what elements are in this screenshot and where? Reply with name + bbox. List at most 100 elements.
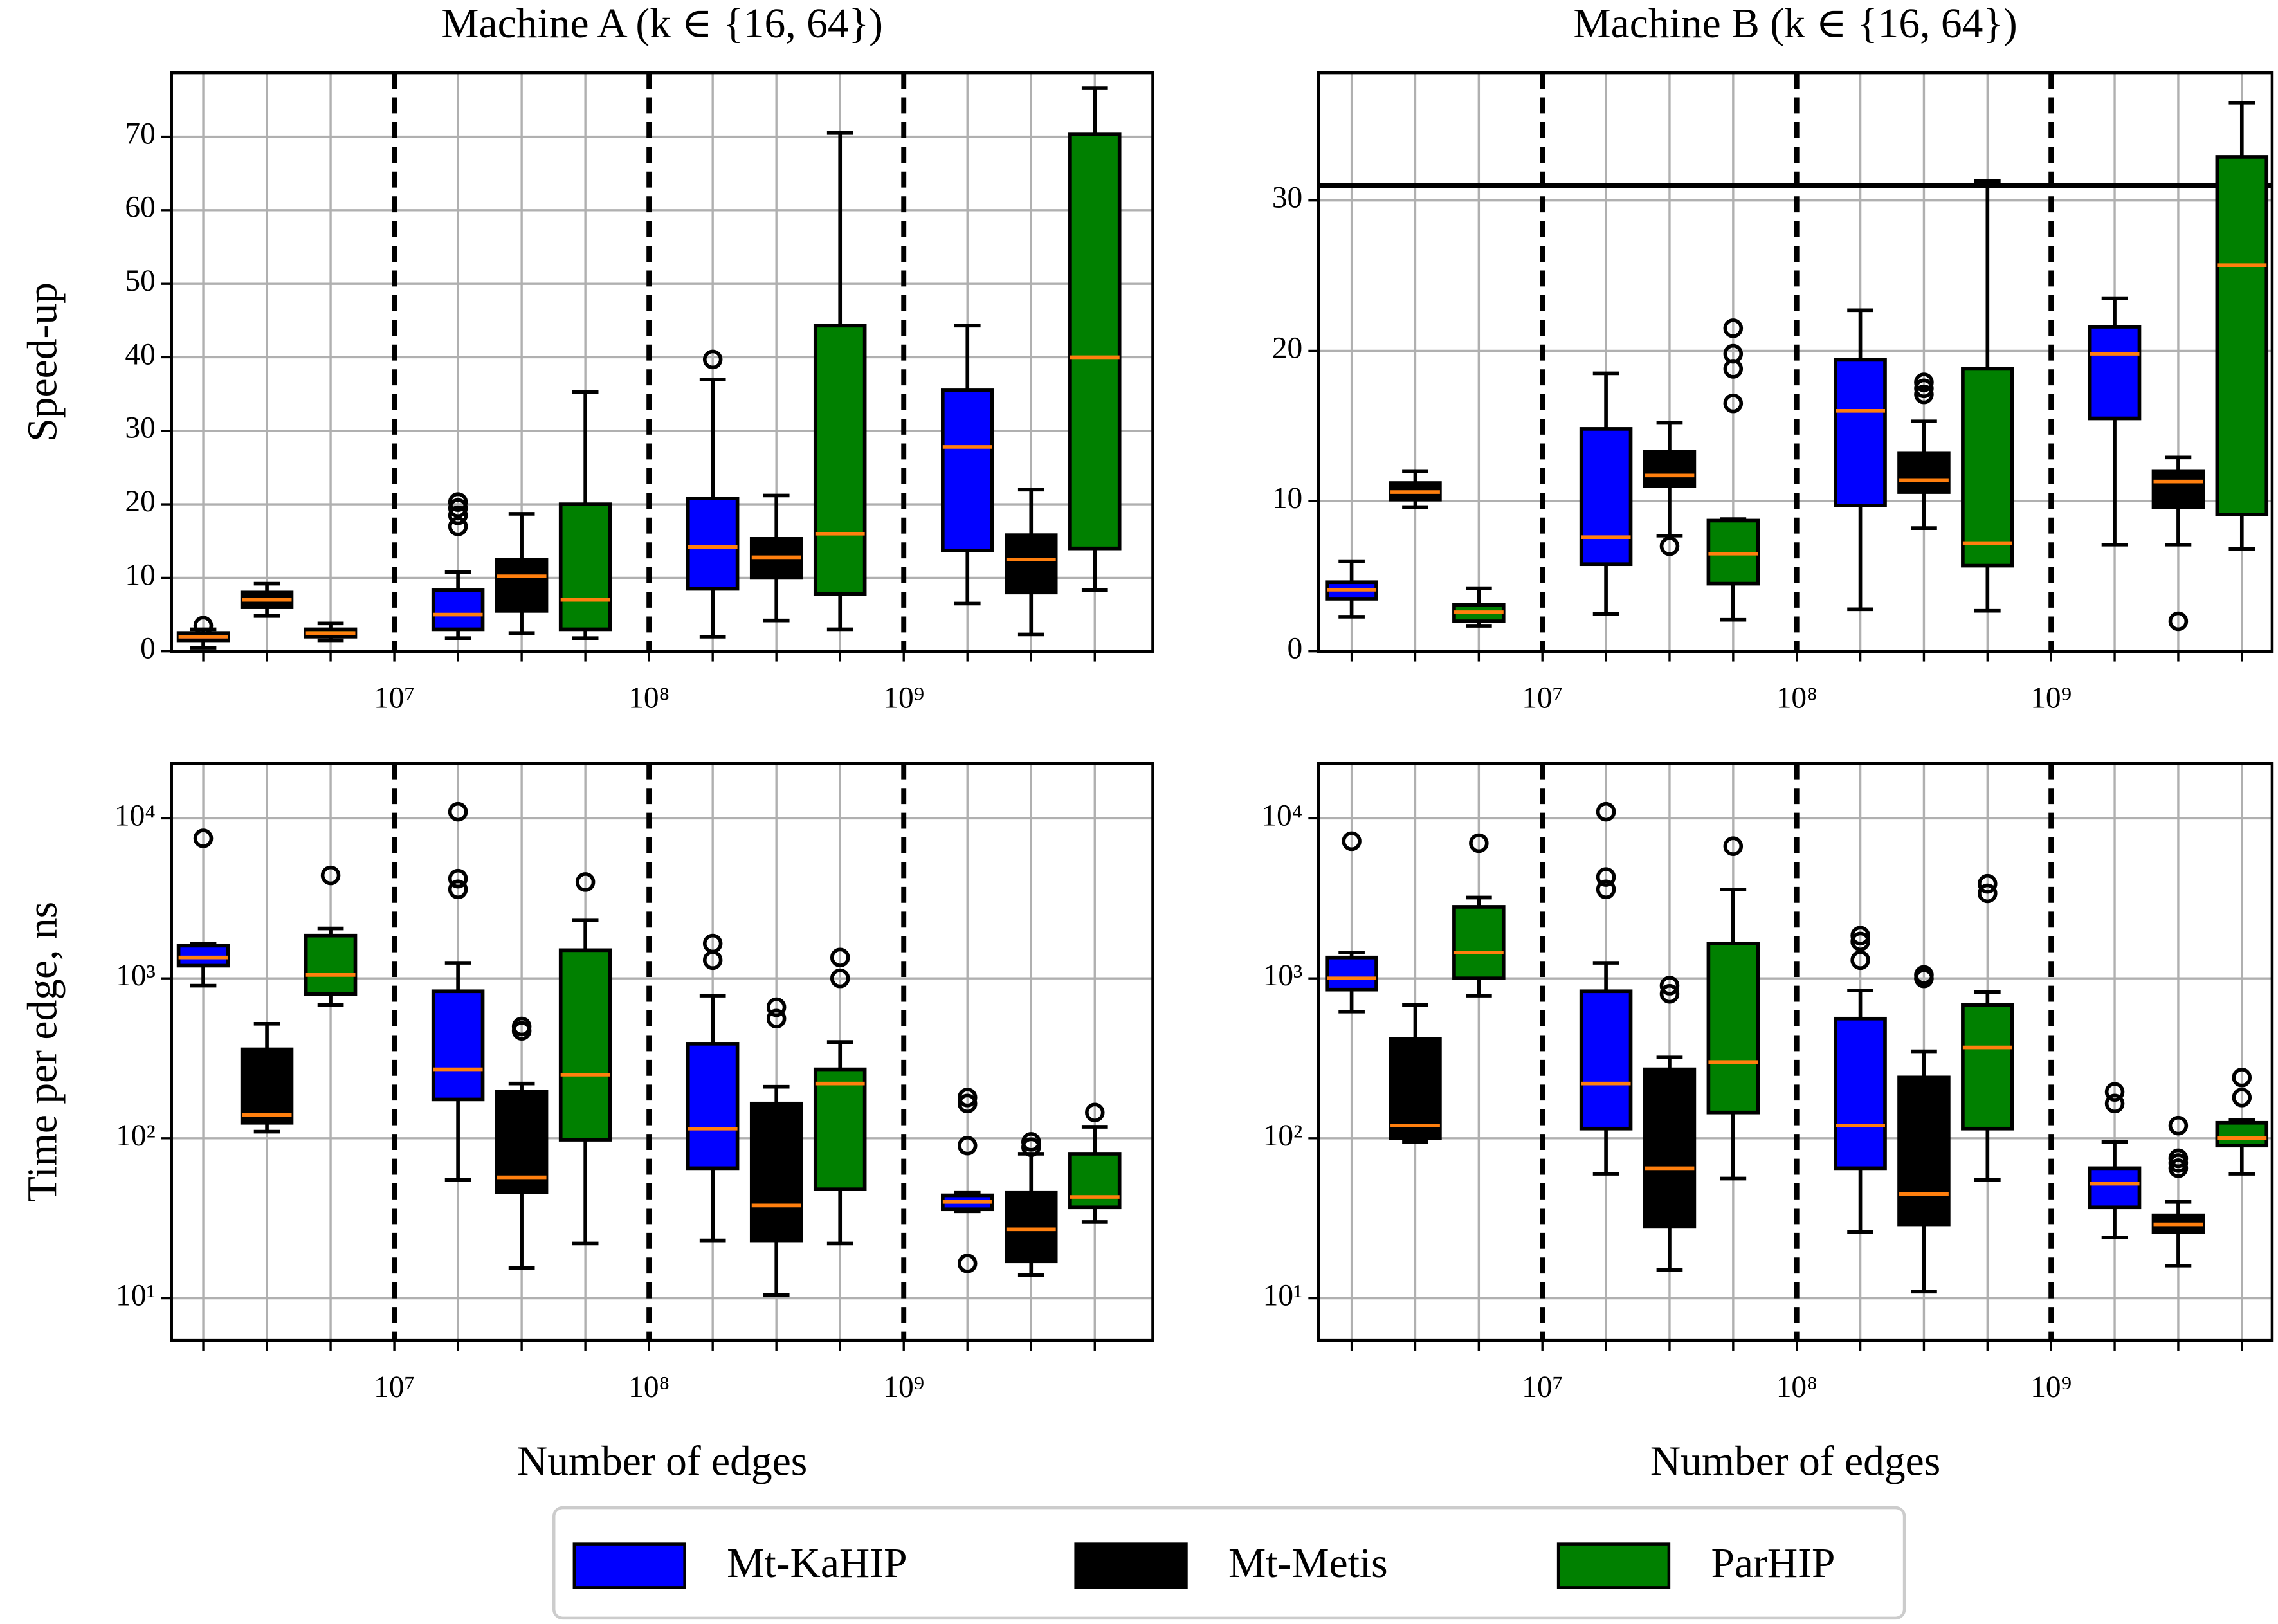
box <box>686 1042 740 1171</box>
box <box>1834 1016 1887 1171</box>
y-tick-label: 20 <box>125 485 155 518</box>
flier <box>2168 1115 2189 1136</box>
flier <box>1914 372 1934 392</box>
flier <box>2104 1082 2125 1102</box>
y-tick-label: 10⁴ <box>114 799 156 832</box>
x-tick-label: 10⁸ <box>1776 681 1818 715</box>
axes-frame <box>170 71 1154 653</box>
x-tick-label: 10⁷ <box>374 681 415 715</box>
flier <box>830 947 850 967</box>
box <box>813 1067 867 1191</box>
flier <box>2168 611 2189 632</box>
box <box>1834 358 1887 507</box>
flier <box>766 1008 787 1029</box>
flier <box>957 1088 978 1108</box>
flier <box>193 616 214 635</box>
flier <box>1596 879 1616 900</box>
x-tick-label: 10⁷ <box>1522 681 1563 715</box>
y-tick-label: 10² <box>1263 1119 1303 1153</box>
x-axis-label: Number of edges <box>517 1439 807 1485</box>
flier <box>1021 1132 1041 1152</box>
y-tick-label: 10 <box>125 558 155 592</box>
flier <box>193 828 214 848</box>
box <box>2088 325 2142 421</box>
flier <box>320 865 341 886</box>
legend-swatch <box>1556 1542 1671 1589</box>
flier <box>448 801 468 822</box>
x-tick-label: 10⁸ <box>1776 1371 1818 1404</box>
box <box>1452 905 1506 980</box>
y-tick-label: 10⁴ <box>1261 799 1302 832</box>
box <box>431 989 485 1102</box>
y-tick-label: 30 <box>125 412 155 445</box>
flier <box>2232 1068 2252 1088</box>
flier <box>448 516 468 536</box>
box <box>1579 989 1633 1131</box>
flier <box>1850 931 1870 952</box>
box <box>1643 1067 1697 1229</box>
box <box>2215 1120 2269 1148</box>
x-tick-label: 10⁹ <box>2030 1371 2072 1404</box>
y-tick-label: 70 <box>125 117 155 151</box>
x-tick-label: 10⁹ <box>2030 681 2072 715</box>
flier <box>1723 343 1744 364</box>
flier <box>1659 536 1680 556</box>
box <box>1068 132 1122 551</box>
legend-swatch <box>572 1542 686 1589</box>
flier <box>957 1254 978 1273</box>
box <box>1897 1075 1951 1227</box>
flier <box>1596 867 1616 887</box>
box <box>1389 1037 1442 1140</box>
box <box>431 588 485 632</box>
box <box>495 558 549 613</box>
flier <box>830 968 850 989</box>
flier <box>448 498 468 518</box>
box <box>1961 367 2014 568</box>
flier <box>1596 801 1616 822</box>
box <box>1706 942 1760 1115</box>
legend-label: Mt-Metis <box>1228 1540 1388 1587</box>
box <box>2088 1166 2142 1210</box>
flier <box>1850 950 1870 971</box>
y-tick-label: 30 <box>1272 181 1302 215</box>
flier <box>1978 873 1998 894</box>
y-tick-label: 50 <box>125 264 155 298</box>
flier <box>702 349 723 370</box>
box <box>558 948 612 1142</box>
flier <box>1914 378 1934 399</box>
x-tick-label: 10⁹ <box>883 1371 924 1404</box>
legend-label: ParHIP <box>1711 1540 1835 1587</box>
flier <box>1914 965 1934 985</box>
box <box>686 497 740 591</box>
x-tick-label: 10⁹ <box>883 681 924 715</box>
x-tick-label: 10⁷ <box>374 1371 415 1404</box>
box <box>1005 533 1058 595</box>
flier <box>1723 318 1744 338</box>
box <box>1005 1190 1058 1264</box>
box <box>1643 450 1697 488</box>
flier <box>957 1093 978 1114</box>
x-tick-label: 10⁸ <box>628 681 670 715</box>
y-tick-label: 10² <box>116 1119 156 1153</box>
box <box>304 933 358 996</box>
box <box>1897 451 1951 494</box>
box <box>813 324 867 596</box>
flier <box>1914 384 1934 405</box>
y-tick-label: 20 <box>1272 331 1302 365</box>
flier <box>575 872 596 892</box>
flier <box>766 997 787 1017</box>
flier <box>702 933 723 954</box>
flier <box>448 505 468 525</box>
flier <box>957 1135 978 1156</box>
box <box>1961 1003 2014 1131</box>
legend-swatch <box>1074 1542 1188 1589</box>
box <box>558 502 612 632</box>
y-tick-label: 10³ <box>1263 959 1303 992</box>
axes-frame <box>1317 71 2274 653</box>
y-axis-label: Speed-up <box>19 282 66 442</box>
y-tick-label: 10¹ <box>116 1279 156 1312</box>
box <box>1325 955 1378 992</box>
flier <box>511 1016 532 1037</box>
y-tick-label: 0 <box>1288 632 1303 666</box>
box <box>2215 155 2269 516</box>
